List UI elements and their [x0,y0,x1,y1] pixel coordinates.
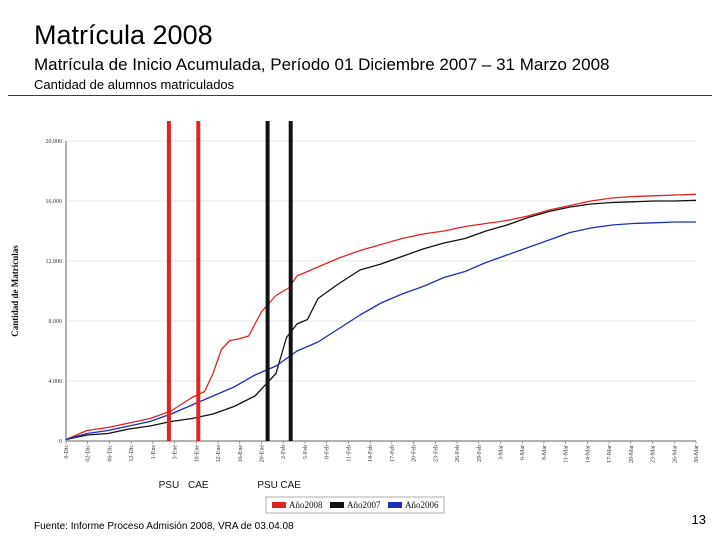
page-number: 13 [691,512,706,527]
x-tick-label: 06-Dic [107,445,113,462]
y-tick-label: 12.000 [46,259,63,265]
x-tick-label: 26-Mar [672,445,678,463]
y-tick-label: 4.000 [49,379,63,385]
x-tick-label: 20-Ene [260,445,266,463]
x-tick-label: 23-Feb [433,445,439,462]
y-tick-label: 0 [59,439,62,445]
x-tick-label: 17-Mar [607,445,613,463]
series-line-año2008 [65,193,697,441]
x-tick-label: 23-Mar [651,445,657,463]
x-tick-label: 02-Dic [86,445,92,462]
legend-swatch-año2007 [330,502,344,508]
x-tick-label: 8-Mar [542,445,548,460]
x-tick-label: 16-Ene [238,445,244,463]
series-line-año2007 [65,199,697,441]
x-tick-label: 12-Ene [216,445,222,463]
x-tick-label: 30-Mar [694,445,700,463]
x-tick-label: 11-Feb [346,445,352,462]
y-axis-title: Cantidad de Matriculas [10,245,20,337]
x-tick-label: 29-Feb [477,445,483,462]
x-tick-label: 2-Feb [281,445,287,459]
legend-swatch-año2008 [272,502,286,508]
x-tick-label: 14-Feb [368,445,374,462]
x-tick-label: 20-Feb [412,445,418,462]
x-tick-label: 5-Feb [303,445,309,459]
x-tick-label: 8-Feb [325,445,331,459]
x-tick-label: 12-Dic [129,445,135,462]
slide-subtitle: Matrícula de Inicio Acumulada, Período 0… [34,55,610,74]
x-tick-label: 6-Mar [520,445,526,460]
y-tick-label: 20.000 [46,139,63,145]
chart-description: Cantidad de alumnos matriculados [34,77,235,92]
x-tick-label: 3-Mar [498,445,504,460]
title-divider [8,95,712,96]
marker-label-psu: PSU [257,480,278,491]
y-tick-label: 8.000 [49,319,63,325]
legend-label-año2007: Año2007 [347,500,381,510]
x-tick-label: 20-Mar [629,445,635,463]
slide-title: Matrícula 2008 [34,20,213,50]
x-tick-label: 1-Ene [151,445,157,460]
legend-box [265,496,445,514]
x-tick-label: 14-Mar [585,445,591,463]
legend-swatch-año2006 [388,502,402,508]
marker-label-cae: CAE [280,480,301,491]
marker-label-psu: PSU [159,480,180,491]
legend-label-año2008: Año2008 [289,500,323,510]
y-tick-label: 16.000 [46,199,63,205]
source-footnote: Fuente: Informe Proceso Admisión 2008, V… [34,521,294,532]
x-tick-label: 3-Ene [173,445,179,460]
x-tick-label: 26-Feb [455,445,461,462]
marker-label-cae: CAE [188,480,209,491]
x-tick-label: 11-Mar [564,445,570,463]
series-line-año2006 [65,221,696,441]
x-tick-label: 10-Ene [194,445,200,463]
legend-label-año2006: Año2006 [405,500,439,510]
x-tick-label: 0-Dic [64,445,70,459]
x-tick-label: 17-Feb [390,445,396,462]
